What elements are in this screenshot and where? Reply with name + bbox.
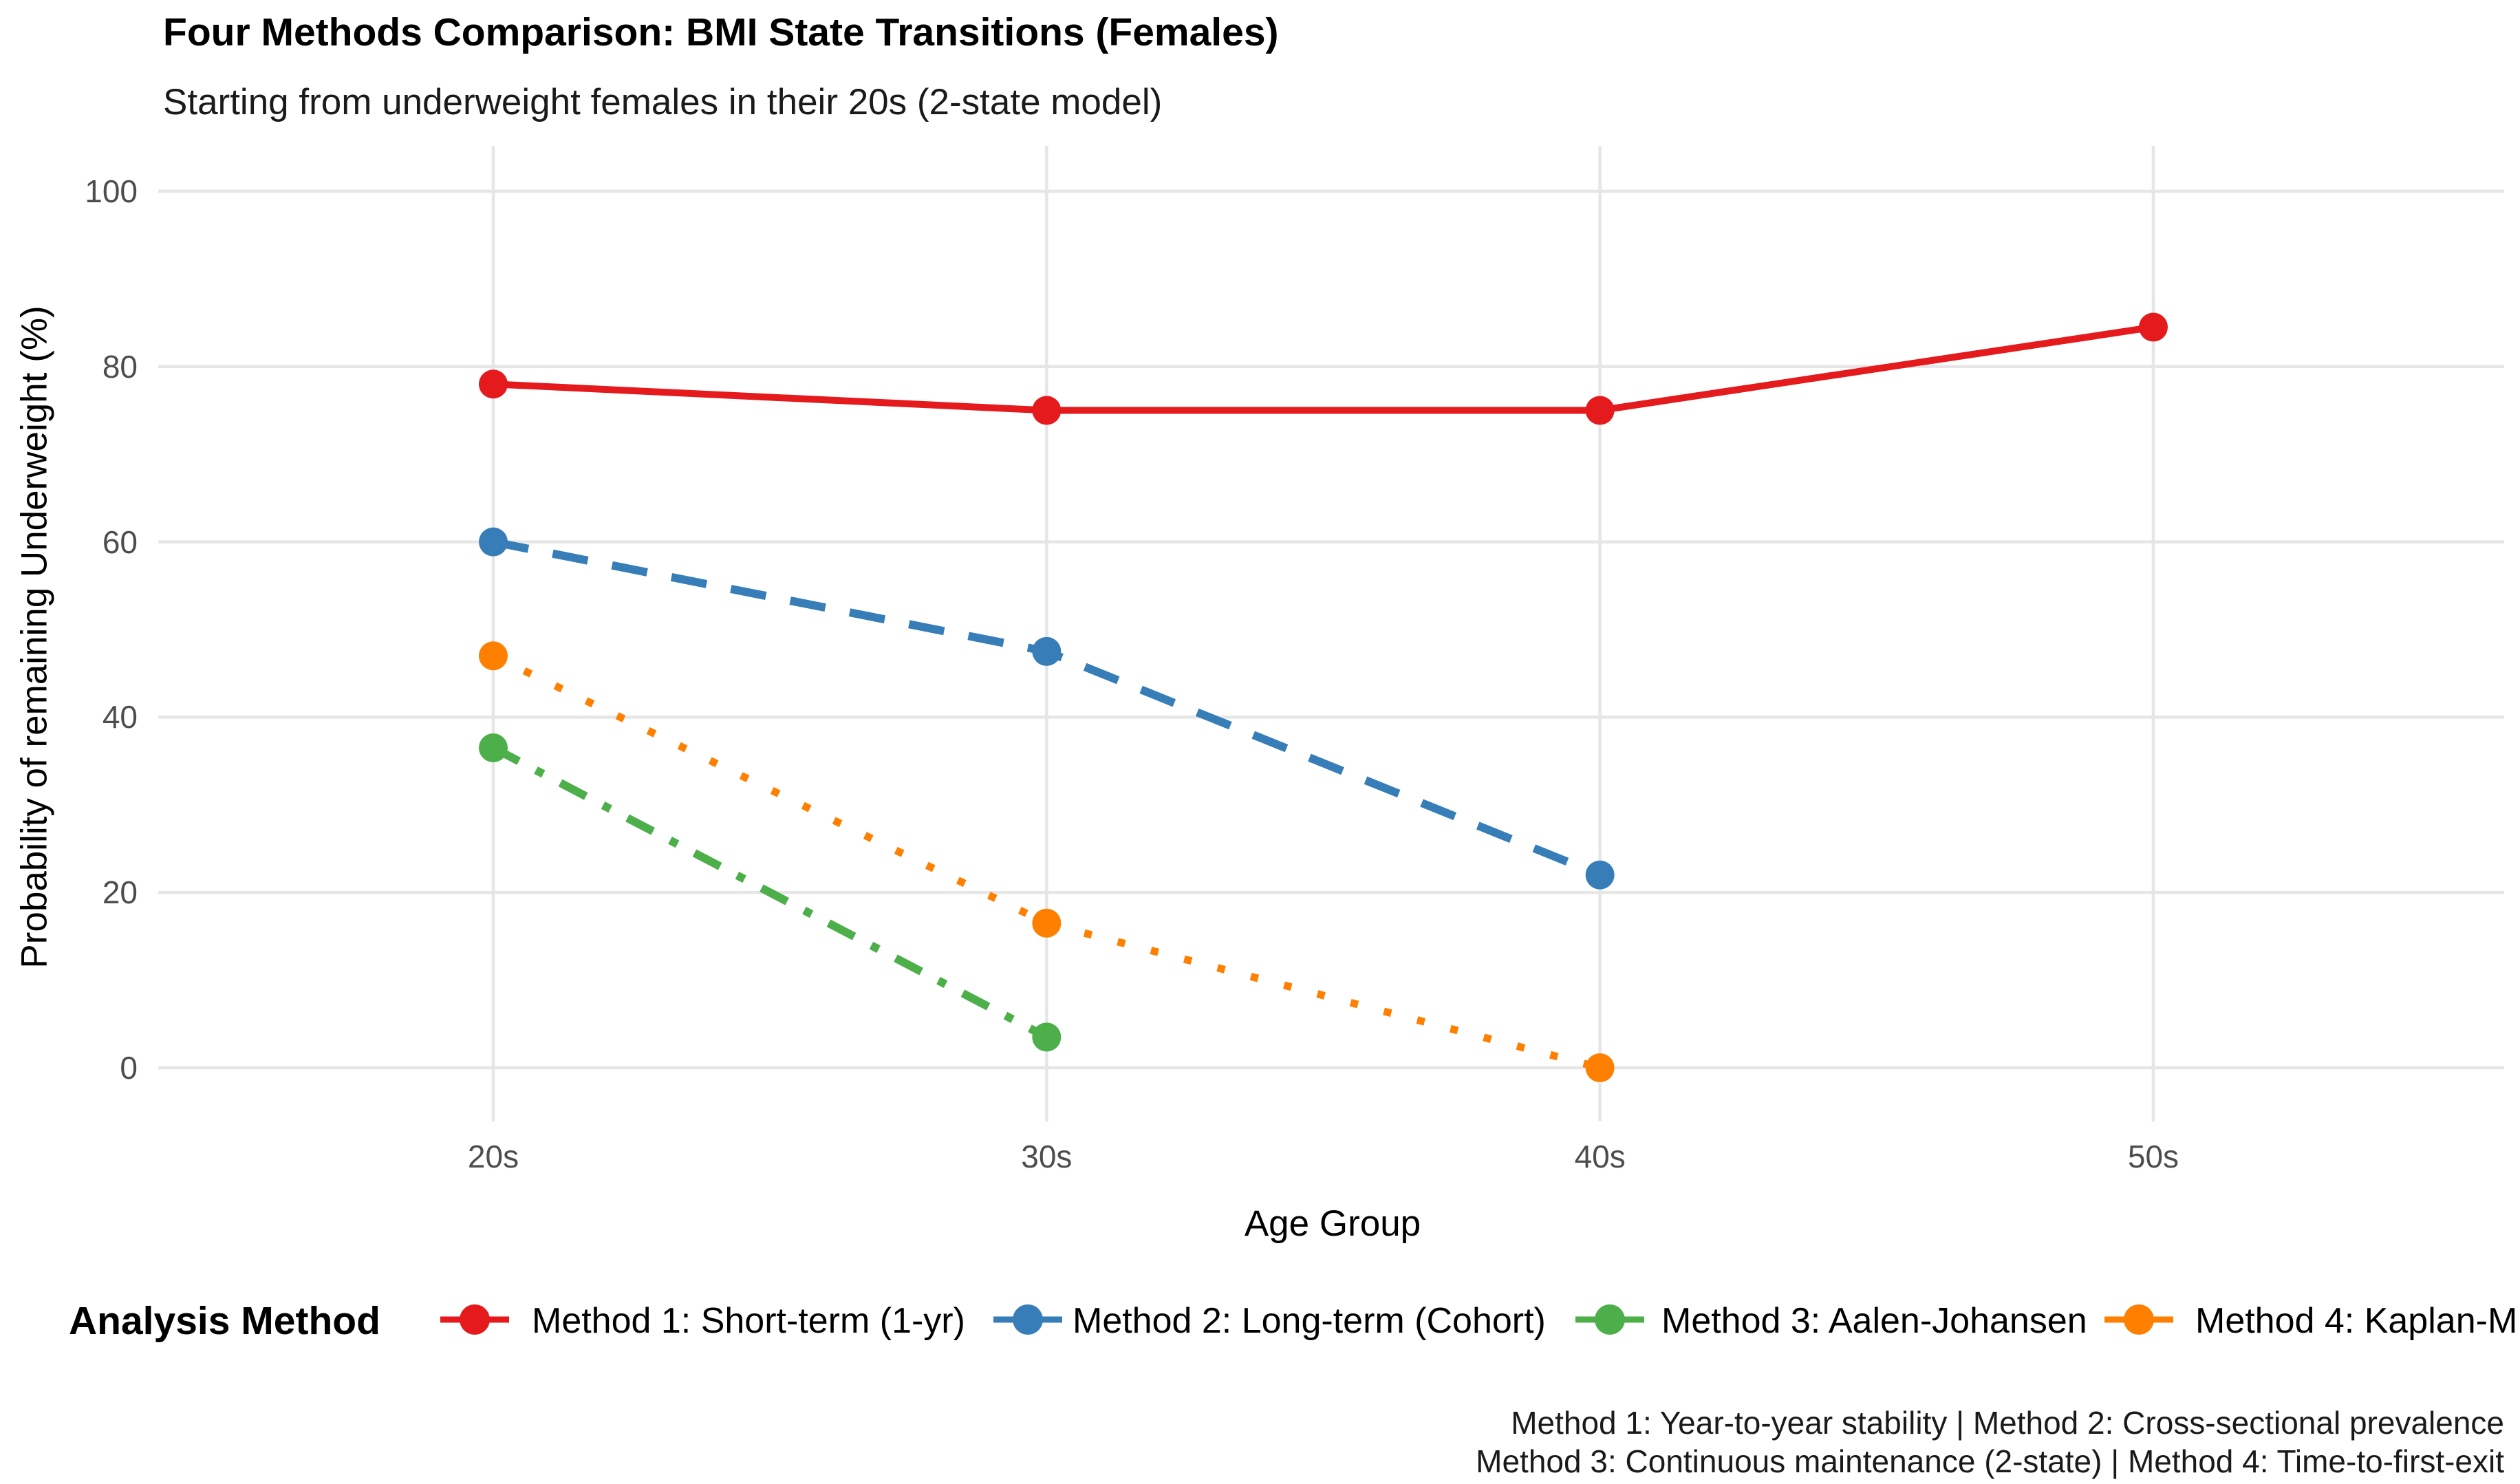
legend-key-method-4 (2104, 1304, 2173, 1335)
x-tick-label-30s: 30s (1021, 1139, 1073, 1174)
legend-label-method-4: Method 4: Kaplan-M (2195, 1301, 2518, 1341)
caption-line-1: Method 1: Year-to-year stability | Metho… (1511, 1405, 2504, 1441)
data-point-series-1-30s (1032, 396, 1062, 425)
data-point-series-1-20s (479, 369, 508, 399)
x-tick-label-40s: 40s (1574, 1139, 1626, 1174)
legend-title: Analysis Method (69, 1299, 380, 1343)
x-tick-label-50s: 50s (2127, 1139, 2179, 1174)
data-point-series-4-40s (1585, 1053, 1615, 1082)
chart-title: Four Methods Comparison: BMI State Trans… (163, 10, 1279, 54)
data-point-series-1-50s (2138, 312, 2168, 342)
data-point-series-4-30s (1032, 908, 1062, 938)
y-axis-title: Probability of remaining Underweight (%) (14, 305, 55, 969)
legend-key-method-3 (1575, 1304, 1644, 1335)
series-line-3 (491, 744, 1049, 1041)
y-tick-label-40: 40 (102, 699, 138, 735)
legend-key-point (1595, 1304, 1625, 1335)
caption: Method 1: Year-to-year stability | Metho… (1476, 1404, 2504, 1481)
y-tick-label-60: 60 (102, 524, 138, 560)
data-point-series-2-20s (479, 527, 508, 557)
y-tick-label-80: 80 (102, 348, 138, 385)
x-axis-title: Age Group (1244, 1203, 1421, 1244)
legend-key-point (1013, 1304, 1043, 1335)
y-tick-label-100: 100 (85, 173, 138, 209)
legend-key-method-2 (993, 1304, 1062, 1335)
legend-label-method-1: Method 1: Short-term (1-yr) (532, 1301, 965, 1341)
y-tick-label-0: 0 (120, 1050, 138, 1086)
data-point-series-2-40s (1585, 860, 1615, 890)
data-point-series-2-30s (1032, 636, 1062, 666)
data-point-series-3-20s (479, 733, 508, 762)
data-point-series-3-30s (1032, 1022, 1062, 1052)
legend-key-point (460, 1304, 490, 1335)
data-point-series-1-40s (1585, 396, 1615, 425)
data-point-series-4-20s (479, 641, 508, 671)
x-tick-label-20s: 20s (467, 1139, 519, 1174)
legend-key-point (2124, 1304, 2154, 1335)
caption-line-2: Method 3: Continuous maintenance (2-stat… (1476, 1443, 2504, 1479)
legend-label-method-3: Method 3: Aalen-Johansen (1661, 1301, 2087, 1341)
series-line-1 (493, 323, 2154, 414)
legend-key-method-1 (440, 1304, 509, 1335)
y-tick-label-20: 20 (102, 874, 138, 911)
legend-label-method-2: Method 2: Long-term (Cohort) (1073, 1301, 1546, 1341)
chart-subtitle: Starting from underweight females in the… (163, 82, 1163, 122)
